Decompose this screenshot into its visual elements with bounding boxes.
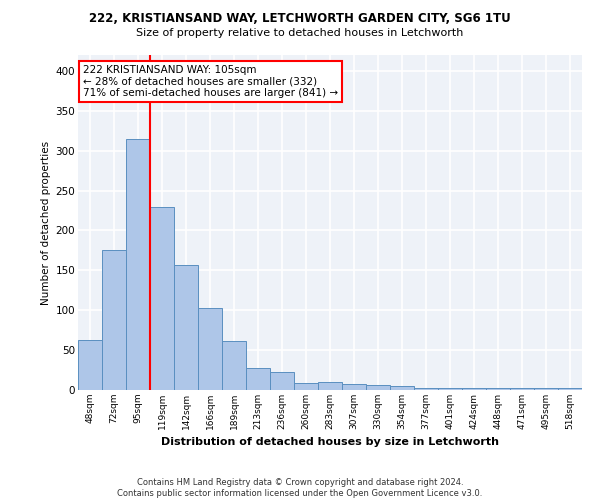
- Bar: [366, 385, 390, 390]
- Bar: [150, 206, 174, 390]
- Text: 222, KRISTIANSAND WAY, LETCHWORTH GARDEN CITY, SG6 1TU: 222, KRISTIANSAND WAY, LETCHWORTH GARDEN…: [89, 12, 511, 26]
- Bar: [486, 388, 510, 390]
- Bar: [414, 388, 438, 390]
- Y-axis label: Number of detached properties: Number of detached properties: [41, 140, 52, 304]
- X-axis label: Distribution of detached houses by size in Letchworth: Distribution of detached houses by size …: [161, 438, 499, 448]
- Bar: [174, 265, 198, 390]
- Bar: [342, 384, 366, 390]
- Text: 222 KRISTIANSAND WAY: 105sqm
← 28% of detached houses are smaller (332)
71% of s: 222 KRISTIANSAND WAY: 105sqm ← 28% of de…: [83, 65, 338, 98]
- Text: Size of property relative to detached houses in Letchworth: Size of property relative to detached ho…: [136, 28, 464, 38]
- Bar: [510, 388, 534, 390]
- Bar: [126, 138, 150, 390]
- Bar: [270, 372, 294, 390]
- Text: Contains HM Land Registry data © Crown copyright and database right 2024.
Contai: Contains HM Land Registry data © Crown c…: [118, 478, 482, 498]
- Bar: [222, 340, 246, 390]
- Bar: [558, 388, 582, 390]
- Bar: [462, 388, 486, 390]
- Bar: [390, 386, 414, 390]
- Bar: [246, 368, 270, 390]
- Bar: [534, 388, 558, 390]
- Bar: [318, 382, 342, 390]
- Bar: [102, 250, 126, 390]
- Bar: [438, 388, 462, 390]
- Bar: [198, 308, 222, 390]
- Bar: [78, 340, 102, 390]
- Bar: [294, 383, 318, 390]
